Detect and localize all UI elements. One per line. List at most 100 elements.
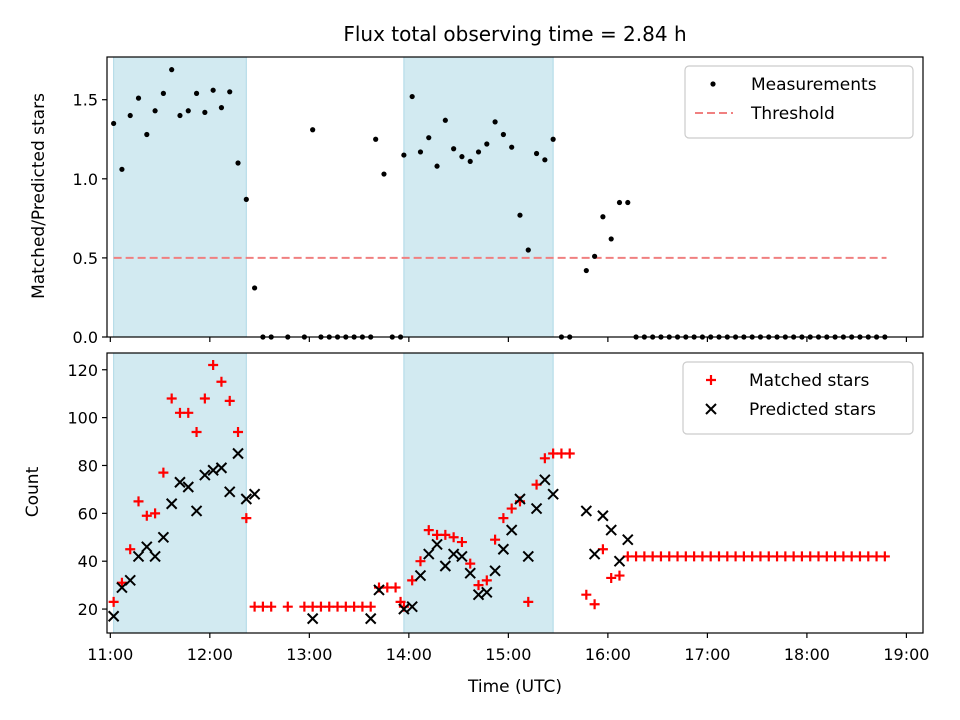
measurements-point <box>202 109 208 115</box>
predicted-stars-point <box>613 555 626 567</box>
top-panel: 0.0 0.5 1.0 1.5 Measurements Threshold <box>73 56 924 347</box>
measurements-point <box>177 112 183 119</box>
predicted-stars-point <box>149 550 161 563</box>
matched-stars-point <box>150 508 161 519</box>
measurements-point <box>193 90 200 96</box>
measurements-point <box>160 90 166 96</box>
x-tick-label: 12:00 <box>187 645 233 664</box>
matched-stars-point <box>116 577 127 588</box>
matched-stars-point <box>216 376 227 387</box>
matched-stars-point <box>282 601 293 612</box>
matched-stars-point <box>490 534 501 545</box>
bottom-shaded-interval <box>403 352 554 634</box>
predicted-stars-point <box>456 550 468 563</box>
measurements-point <box>550 136 556 142</box>
measurements-point <box>616 199 623 206</box>
measurements-point <box>243 196 249 202</box>
predicted-stars-point <box>398 603 410 615</box>
measurements-point <box>484 141 490 147</box>
matched-stars-point <box>423 525 434 536</box>
matched-stars-point <box>224 395 235 406</box>
predicted-stars-point <box>522 550 534 563</box>
x-tick-label: 15:00 <box>485 645 531 664</box>
measurements-point <box>127 112 133 119</box>
x-tick-label: 13:00 <box>286 645 332 664</box>
measurements-point <box>310 127 316 133</box>
predicted-stars-point <box>547 488 559 500</box>
top-y-tick-label: 1.5 <box>73 91 98 110</box>
predicted-stars-point <box>224 486 236 498</box>
measurements-point <box>442 117 448 123</box>
matched-stars-point <box>415 556 426 567</box>
measurements-point <box>451 146 457 152</box>
measurements-point <box>252 285 258 291</box>
x-tick-label: 16:00 <box>585 645 631 664</box>
measurements-point <box>533 150 540 157</box>
predicted-stars-point <box>124 574 136 587</box>
matched-stars-point <box>390 582 401 593</box>
measurements-point <box>210 87 216 93</box>
legend-label: Matched stars <box>749 371 869 391</box>
predicted-stars-point <box>165 498 178 510</box>
predicted-stars-point <box>597 510 609 522</box>
measurements-point <box>475 149 482 155</box>
predicted-stars-point <box>132 550 145 563</box>
predicted-stars-point <box>481 586 493 599</box>
predicted-stars-point <box>215 462 228 474</box>
measurements-point <box>426 135 432 141</box>
x-tick-label: 17:00 <box>684 645 730 664</box>
chart-title: Flux total observing time = 2.84 h <box>343 22 686 46</box>
predicted-stars-point <box>622 533 634 546</box>
matched-stars-point <box>456 537 467 548</box>
matched-stars-point <box>879 551 890 562</box>
measurements-point <box>218 105 225 111</box>
matched-stars-point <box>158 467 169 478</box>
predicted-stars-point <box>497 543 510 555</box>
measurements-point <box>608 236 614 242</box>
matched-stars-point <box>133 496 144 507</box>
predicted-stars-point <box>232 447 244 460</box>
legend-label: Measurements <box>751 75 877 95</box>
predicted-stars-point <box>207 464 219 476</box>
x-axis-label: Time (UTC) <box>467 677 562 697</box>
matched-stars-point <box>241 513 252 524</box>
matched-stars-point <box>614 570 625 581</box>
top-y-tick-label: 0.0 <box>73 328 98 347</box>
predicted-stars-point <box>199 469 211 481</box>
matched-stars-point <box>481 575 492 586</box>
measurements-point <box>169 67 175 73</box>
top-shaded-interval <box>113 56 247 338</box>
predicted-stars-point <box>423 548 435 560</box>
legend-marker <box>710 81 716 87</box>
measurements-point <box>152 108 158 114</box>
matched-stars-point <box>191 426 202 437</box>
measurements-point <box>144 131 150 138</box>
matched-stars-point <box>539 453 550 464</box>
x-tick-label: 14:00 <box>386 645 432 664</box>
bottom-y-axis-label: Count <box>23 466 43 517</box>
predicted-stars-point <box>240 493 253 505</box>
legend-marker <box>706 375 716 385</box>
bottom-y-tick-label: 80 <box>78 456 98 475</box>
measurements-point <box>417 149 424 155</box>
matched-stars-point <box>581 589 592 600</box>
predicted-stars-point <box>141 541 153 553</box>
predicted-stars-point <box>539 474 551 486</box>
predicted-stars-point <box>431 538 443 551</box>
top-legend-box <box>684 65 914 139</box>
x-tick-label: 11:00 <box>87 645 133 664</box>
matched-stars-point <box>440 529 451 540</box>
x-tick-label: 18:00 <box>784 645 830 664</box>
top-y-tick-label: 0.5 <box>73 249 98 268</box>
measurements-point <box>227 89 233 95</box>
top-legend: Measurements Threshold <box>684 65 914 139</box>
predicted-stars-point <box>174 476 186 488</box>
matched-stars-point <box>208 359 219 370</box>
measurements-point <box>625 199 631 206</box>
top-shaded-interval <box>403 56 554 338</box>
measurements-point <box>583 267 589 274</box>
matched-stars-point <box>564 448 575 459</box>
measurements-point <box>459 154 465 160</box>
measurements-point <box>509 144 515 150</box>
measurements-point <box>409 93 415 100</box>
